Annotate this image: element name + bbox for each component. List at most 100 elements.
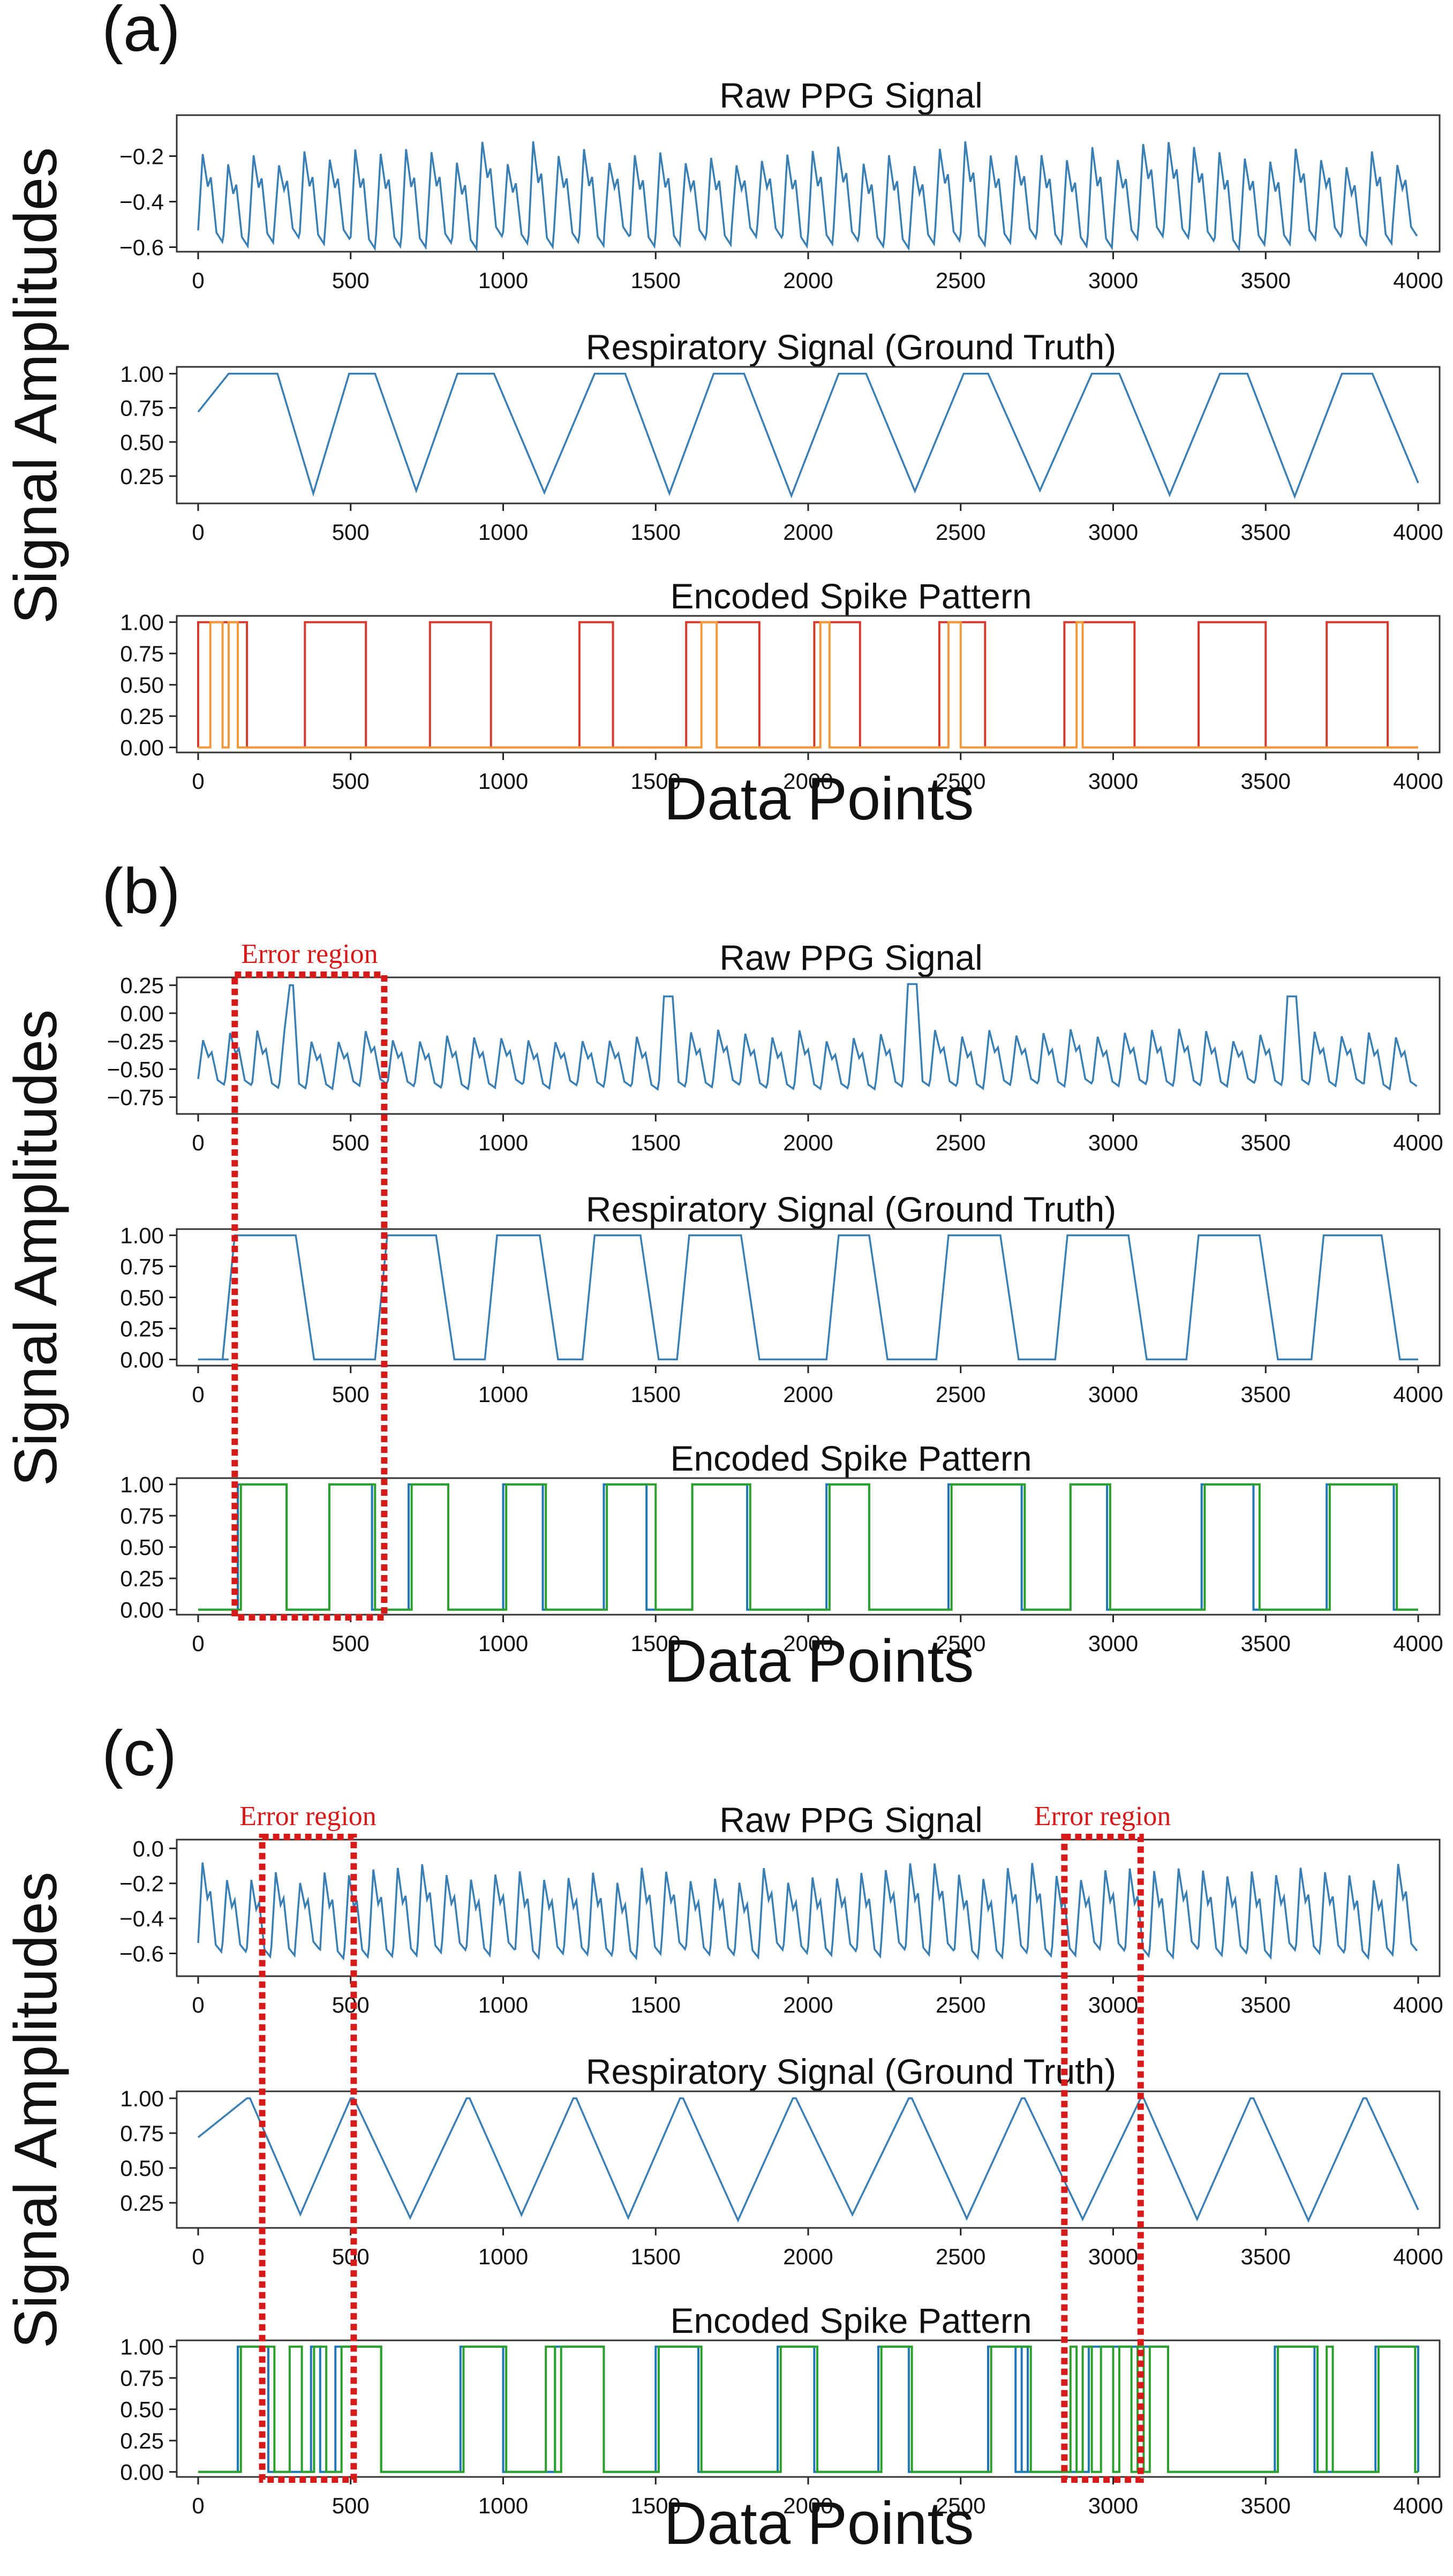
x-tick-label: 3500 (1241, 1382, 1291, 1407)
y-tick-label: 0.00 (120, 735, 164, 760)
y-tick-label: 0.75 (120, 641, 164, 666)
x-tick-label: 3500 (1241, 268, 1291, 293)
x-tick-label: 3500 (1241, 1992, 1291, 2017)
x-tick-label: 2500 (936, 1130, 985, 1155)
x-tick-label: 3000 (1088, 2493, 1138, 2518)
respiratory-series-line (197, 373, 1419, 499)
error-region-box (1061, 1834, 1144, 2483)
y-axis-label: Signal Amplitudes (2, 1010, 69, 1486)
x-tick-label: 4000 (1393, 1130, 1443, 1155)
x-tick-label: 3000 (1088, 519, 1138, 545)
spike-series-line (198, 1483, 1418, 1611)
y-tick-label: 0.25 (120, 2428, 164, 2453)
x-tick-label: 500 (332, 1631, 370, 1656)
subplot-title: Encoded Spike Pattern (670, 576, 1032, 616)
subplot-title: Raw PPG Signal (719, 1800, 983, 1840)
x-tick-label: 2000 (783, 1382, 833, 1407)
x-tick-label: 0 (192, 2493, 204, 2518)
x-tick-label: 500 (332, 769, 370, 794)
x-tick-label: 2500 (936, 769, 985, 794)
y-tick-label: 0.50 (120, 2397, 164, 2422)
x-tick-label: 2500 (936, 1631, 985, 1656)
x-tick-label: 1000 (478, 1382, 528, 1407)
error-region-box (259, 1834, 357, 2483)
subplot-title: Respiratory Signal (Ground Truth) (586, 327, 1116, 367)
respiratory-series-line (197, 2097, 1419, 2223)
y-tick-label: 0.00 (120, 2460, 164, 2485)
x-tick-label: 3000 (1088, 268, 1138, 293)
subplot-title: Encoded Spike Pattern (670, 1438, 1032, 1478)
x-tick-label: 2000 (783, 1631, 833, 1656)
y-tick-label: 0.25 (120, 1566, 164, 1591)
x-tick-label: 2500 (936, 519, 985, 545)
error-region-label: Error region (241, 939, 378, 969)
y-tick-label: −0.6 (119, 1941, 164, 1967)
x-tick-label: 3500 (1241, 2493, 1291, 2518)
x-tick-label: 1000 (478, 1631, 528, 1656)
y-axis-label: Signal Amplitudes (2, 1872, 69, 2348)
x-tick-label: 1000 (478, 268, 528, 293)
x-tick-label: 0 (192, 769, 204, 794)
y-tick-label: 0.75 (120, 396, 164, 421)
x-tick-label: 4000 (1393, 1631, 1443, 1656)
x-tick-label: 1500 (631, 1130, 681, 1155)
plot-area (197, 983, 1418, 1091)
x-tick-label: 0 (192, 1992, 204, 2017)
y-tick-label: 0.0 (133, 1836, 164, 1861)
x-tick-label: 2000 (783, 2493, 833, 2518)
x-axis-label: Data Points (664, 2490, 974, 2557)
y-tick-label: 0.25 (120, 973, 164, 998)
y-tick-label: −0.50 (107, 1057, 164, 1082)
x-tick-label: 2000 (783, 769, 833, 794)
x-tick-label: 2500 (936, 268, 985, 293)
panel-label: (b) (102, 855, 180, 927)
x-tick-label: 1000 (478, 2244, 528, 2269)
y-tick-label: 0.00 (120, 1598, 164, 1623)
x-tick-label: 3000 (1088, 769, 1138, 794)
y-tick-label: 0.50 (120, 1535, 164, 1560)
x-tick-label: 3500 (1241, 1631, 1291, 1656)
y-tick-label: −0.4 (119, 190, 164, 215)
plot-area (197, 1862, 1418, 1961)
error-region-label: Error region (239, 1801, 377, 1832)
x-tick-label: 1500 (631, 769, 681, 794)
y-tick-label: 0.50 (120, 673, 164, 698)
x-tick-label: 1500 (631, 519, 681, 545)
subplot-title: Raw PPG Signal (719, 938, 983, 977)
y-tick-label: 1.00 (120, 610, 164, 635)
y-tick-label: 1.00 (120, 361, 164, 387)
x-axis-label: Data Points (664, 1628, 974, 1694)
plot-area (198, 2345, 1419, 2473)
panel-label: (c) (102, 1718, 177, 1789)
x-tick-label: 2000 (783, 1992, 833, 2017)
y-tick-label: 0.75 (120, 1254, 164, 1279)
y-tick-label: 0.50 (120, 2156, 164, 2181)
x-tick-label: 1500 (631, 1382, 681, 1407)
x-tick-label: 1500 (631, 1992, 681, 2017)
x-tick-label: 500 (332, 268, 370, 293)
plot-area (198, 1483, 1418, 1611)
y-tick-label: 0.25 (120, 464, 164, 489)
x-tick-label: 3000 (1088, 1130, 1138, 1155)
y-tick-label: −0.6 (119, 235, 164, 260)
panel-label: (a) (102, 0, 180, 65)
x-tick-label: 3000 (1088, 2244, 1138, 2269)
y-tick-label: 1.00 (120, 1223, 164, 1248)
x-tick-label: 1000 (478, 1130, 528, 1155)
spike-series-line (197, 621, 1418, 749)
y-tick-label: −0.2 (119, 1871, 164, 1896)
x-tick-label: 500 (332, 1382, 370, 1407)
x-tick-label: 500 (332, 1130, 370, 1155)
x-tick-label: 2500 (936, 1992, 985, 2017)
y-tick-label: 0.75 (120, 1503, 164, 1528)
x-tick-label: 1500 (631, 268, 681, 293)
y-tick-label: −0.2 (119, 144, 164, 169)
y-tick-label: 1.00 (120, 2334, 164, 2360)
plot-area (197, 373, 1419, 499)
y-tick-label: 0.50 (120, 1285, 164, 1310)
plot-area (197, 141, 1418, 252)
subplot-title: Respiratory Signal (Ground Truth) (586, 2052, 1116, 2091)
spike-series-line (198, 2345, 1418, 2473)
x-tick-label: 1000 (478, 1992, 528, 2017)
